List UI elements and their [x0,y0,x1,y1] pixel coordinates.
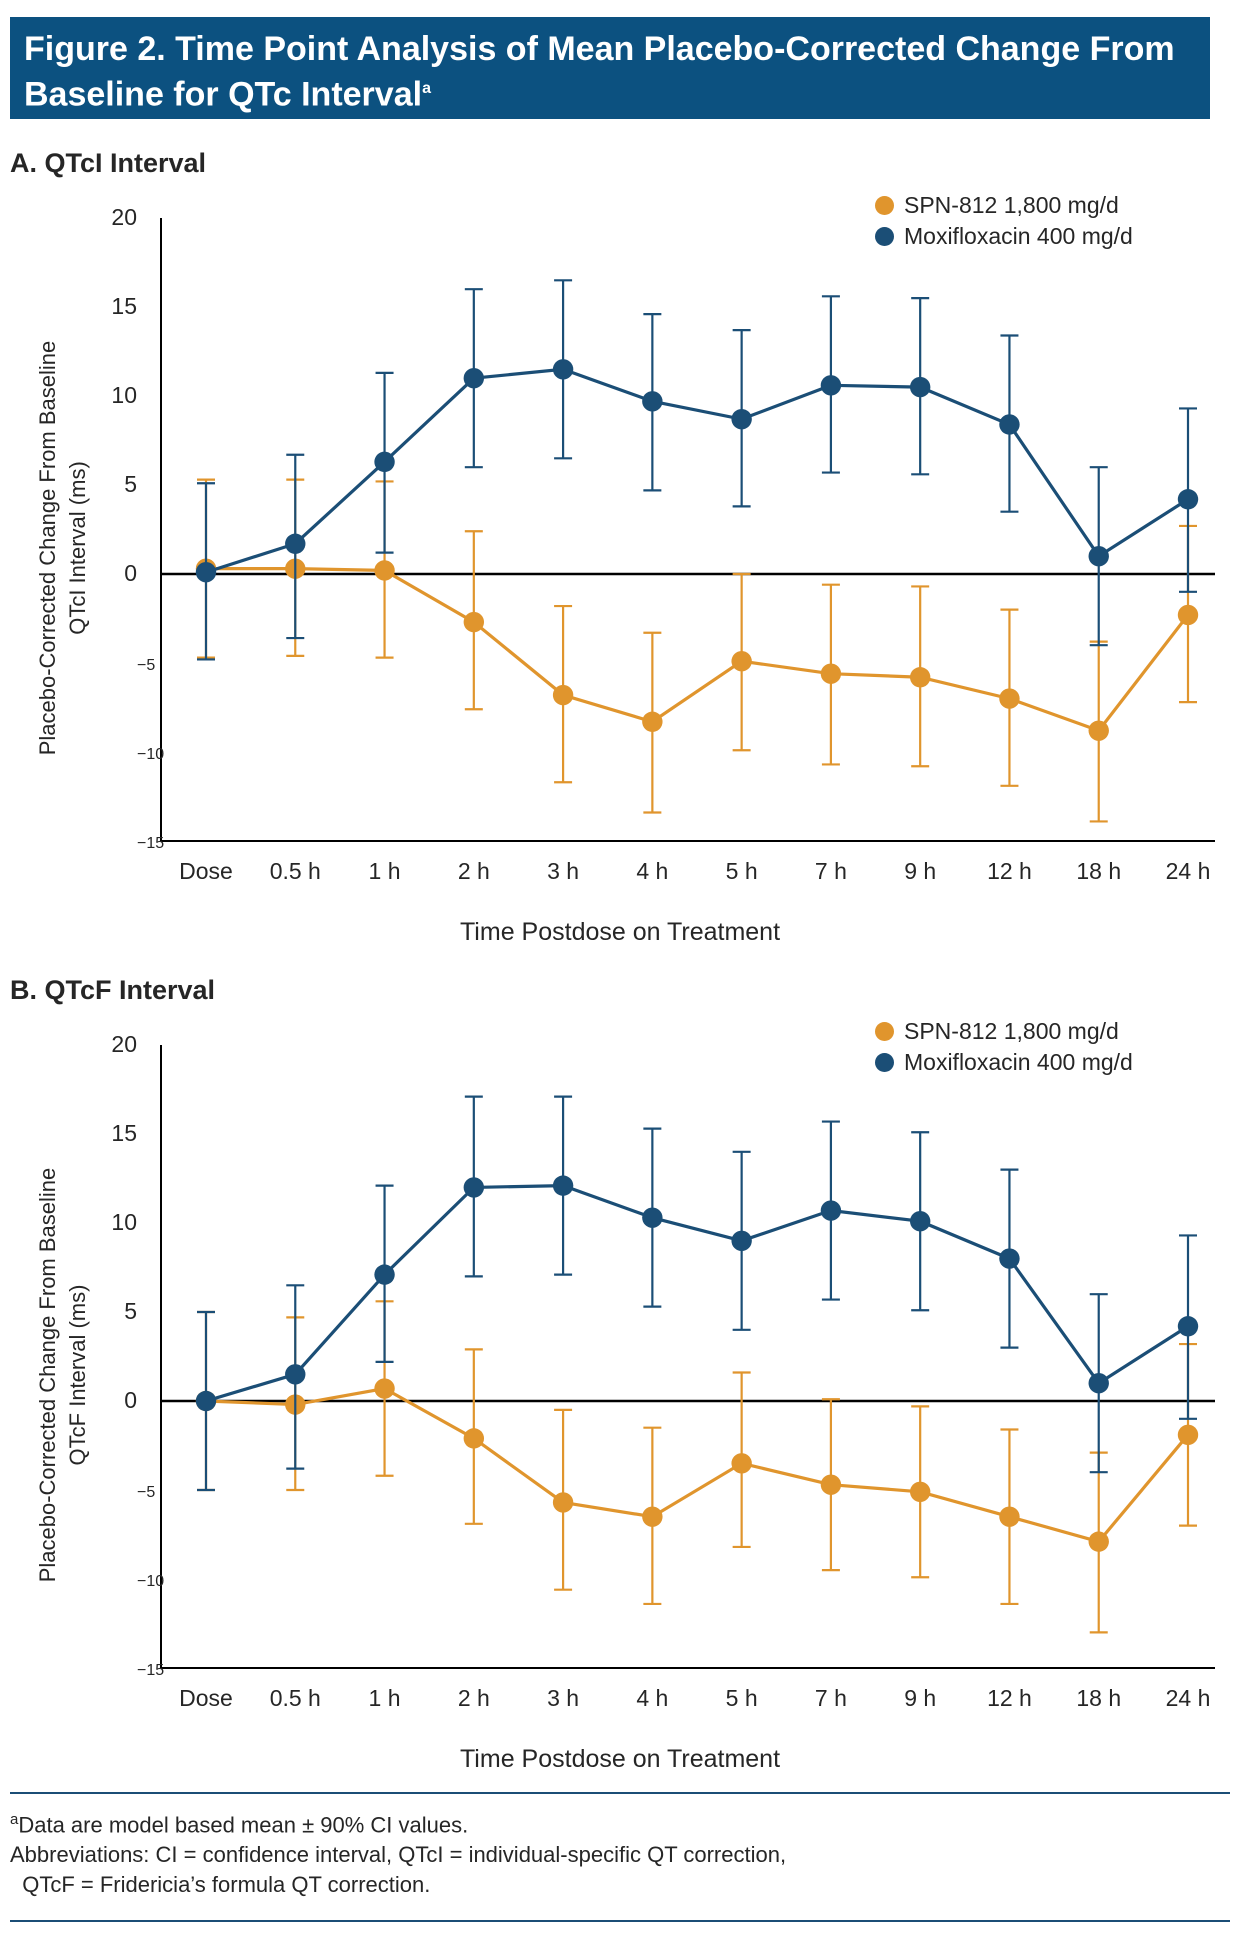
svg-text:10: 10 [111,382,137,408]
svg-text:0: 0 [124,1387,137,1413]
svg-text:0.5 h: 0.5 h [270,1685,321,1711]
svg-text:Dose: Dose [179,858,233,884]
svg-text:5: 5 [124,1298,137,1324]
svg-text:12 h: 12 h [987,858,1032,884]
svg-text:5 h: 5 h [726,858,758,884]
svg-text:4 h: 4 h [636,858,668,884]
svg-text:−15: −15 [137,1662,164,1679]
svg-text:15: 15 [111,1120,137,1146]
svg-text:20: 20 [111,1031,137,1057]
svg-text:18 h: 18 h [1076,1685,1121,1711]
svg-text:5 h: 5 h [726,1685,758,1711]
svg-text:−5: −5 [137,657,155,674]
svg-text:7 h: 7 h [815,858,847,884]
svg-text:0: 0 [124,560,137,586]
svg-text:18 h: 18 h [1076,858,1121,884]
svg-text:5: 5 [124,471,137,497]
svg-text:9 h: 9 h [904,1685,936,1711]
svg-text:24 h: 24 h [1166,858,1211,884]
svg-text:12 h: 12 h [987,1685,1032,1711]
svg-text:20: 20 [111,204,137,230]
svg-text:7 h: 7 h [815,1685,847,1711]
svg-text:0.5 h: 0.5 h [270,858,321,884]
svg-text:1 h: 1 h [369,858,401,884]
svg-text:−10: −10 [137,1573,164,1590]
svg-text:3 h: 3 h [547,858,579,884]
svg-text:2 h: 2 h [458,858,490,884]
svg-text:−15: −15 [137,835,164,852]
svg-text:Dose: Dose [179,1685,233,1711]
svg-text:4 h: 4 h [636,1685,668,1711]
svg-text:−5: −5 [137,1484,155,1501]
svg-text:1 h: 1 h [369,1685,401,1711]
svg-text:15: 15 [111,293,137,319]
svg-text:3 h: 3 h [547,1685,579,1711]
svg-text:10: 10 [111,1209,137,1235]
svg-text:24 h: 24 h [1166,1685,1211,1711]
svg-text:−10: −10 [137,746,164,763]
svg-text:2 h: 2 h [458,1685,490,1711]
svg-text:9 h: 9 h [904,858,936,884]
